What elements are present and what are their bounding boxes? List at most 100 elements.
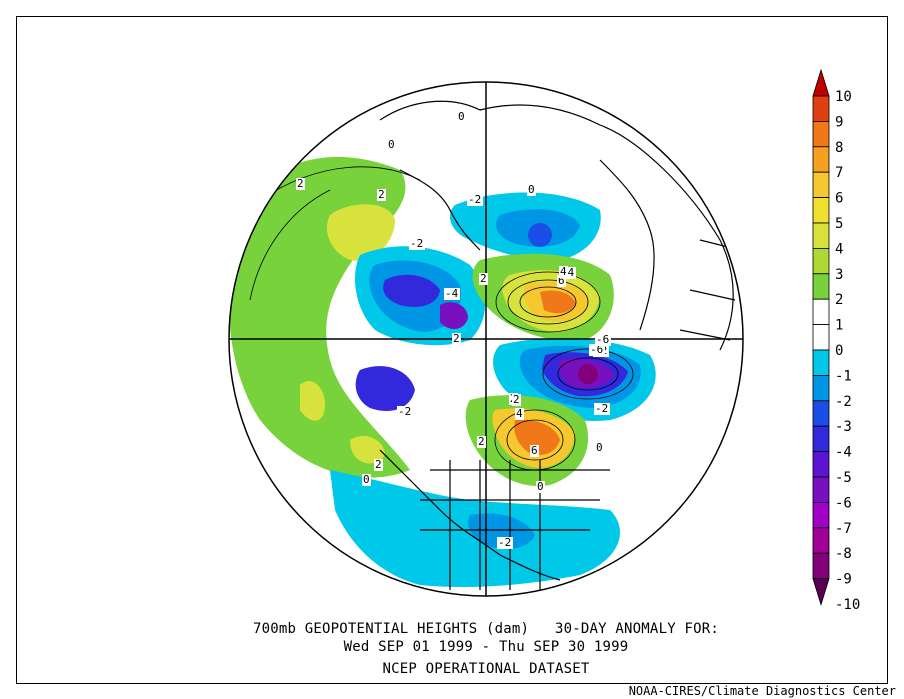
contour-label-bg xyxy=(296,178,305,190)
contour-label: 2 xyxy=(375,458,382,471)
colorbar-swatch xyxy=(812,476,830,503)
colorbar-tick-label: 1 xyxy=(835,318,843,334)
contour-label: -6 xyxy=(590,343,603,356)
plot-frame xyxy=(16,16,888,684)
colorbar-tick-label: 7 xyxy=(835,165,843,181)
colorbar-tick-label: -4 xyxy=(835,445,852,461)
colorbar-swatch xyxy=(812,374,830,402)
contour-label: -2 xyxy=(398,405,411,418)
contour-label-bg xyxy=(377,189,386,201)
colorbar-swatch xyxy=(812,425,830,453)
contour-label-bg xyxy=(477,436,486,448)
colorbar-swatch xyxy=(812,247,830,275)
contour-lines xyxy=(249,166,634,471)
title-line-1: 700mb GEOPOTENTIAL HEIGHTS (dam) 30-DAY … xyxy=(253,621,719,637)
colorbar-swatch xyxy=(812,451,830,478)
contour-label: 0 xyxy=(458,110,465,123)
colorbar-bottom-arrow xyxy=(812,578,830,606)
colorbar-tick-label: -3 xyxy=(835,419,852,435)
contour-label: -2 xyxy=(468,193,481,206)
colorbar-swatch xyxy=(812,95,830,122)
contour-label-bg xyxy=(559,266,568,278)
colorbar-tick-label: -9 xyxy=(835,572,852,588)
colorbar-tick-label: 2 xyxy=(835,292,843,308)
contour-label-bg xyxy=(589,344,605,356)
colorbar-tick-label: -10 xyxy=(835,597,860,613)
colorbar-tick-label: -2 xyxy=(835,394,852,410)
contour-label: 0 xyxy=(388,138,395,151)
contour-label: -2 xyxy=(595,402,608,415)
colorbar-swatch xyxy=(812,298,830,326)
contour-label: 0 xyxy=(537,480,544,493)
contour-label-bg xyxy=(512,394,521,406)
contour-label-bg xyxy=(595,334,611,346)
colorbar-swatch xyxy=(812,527,830,554)
colorbar-tick-label: 0 xyxy=(835,343,843,359)
contour-label-bg xyxy=(594,403,610,415)
contour-label: 2 xyxy=(297,177,304,190)
contour-label: -2 xyxy=(498,536,511,549)
colorbar-swatch xyxy=(812,324,830,351)
colorbar-swatch xyxy=(812,349,830,376)
contour-label: 2 xyxy=(478,435,485,448)
contour-label: -6 xyxy=(596,333,609,346)
colorbar-swatch xyxy=(812,222,830,249)
contour-label-bg xyxy=(595,442,604,454)
contour-label: 2 xyxy=(453,332,460,345)
contour-label: 4 xyxy=(560,265,567,278)
colorbar-tick-label: 9 xyxy=(835,114,843,130)
contour-label-bg xyxy=(557,275,566,287)
contour-label-bg xyxy=(397,406,413,418)
contour-label: 2 xyxy=(513,393,520,406)
anomaly-fill-layer xyxy=(229,156,656,587)
contour-label: -2 xyxy=(410,237,423,250)
contour-label-bg xyxy=(374,459,383,471)
contour-label-bg xyxy=(467,194,483,206)
colorbar-tick-label: -6 xyxy=(835,495,852,511)
colorbar-tick-label: -7 xyxy=(835,521,852,537)
contour-label-bg xyxy=(527,184,536,196)
colorbar-swatch xyxy=(812,171,830,198)
title-line-3: NCEP OPERATIONAL DATASET xyxy=(382,661,590,677)
contour-label: 0 xyxy=(596,441,603,454)
colorbar-tick-label: 5 xyxy=(835,216,843,232)
colorbar-swatch xyxy=(812,501,830,529)
colorbar-tick-label: 10 xyxy=(835,89,852,105)
contour-label: 2 xyxy=(378,188,385,201)
coastline-layer xyxy=(379,100,741,590)
colorbar-tick-label: -8 xyxy=(835,546,852,562)
colorbar-tick-label: -1 xyxy=(835,368,852,384)
contour-label-bg xyxy=(444,288,460,300)
contour-label-bg xyxy=(387,139,396,151)
contour-label-bg xyxy=(515,408,524,420)
colorbar-swatch xyxy=(812,197,830,224)
colorbar-tick-label: 6 xyxy=(835,191,843,207)
colorbar-top-arrow xyxy=(812,68,830,97)
colorbar-swatch xyxy=(812,400,830,427)
contour-label: 0 xyxy=(363,473,370,486)
colorbar-swatch xyxy=(812,146,830,173)
contour-label-bg xyxy=(536,481,545,493)
contour-label: 6 xyxy=(531,444,538,457)
colorbar-swatch xyxy=(812,121,830,148)
contour-label: 6 xyxy=(558,274,565,287)
colorbar-swatch xyxy=(812,273,830,300)
contour-label-bg xyxy=(457,111,466,123)
contour-label: -4 xyxy=(445,287,459,300)
contour-label: 2 xyxy=(480,272,487,285)
contour-label-bg xyxy=(452,333,461,345)
colorbar-tick-label: 3 xyxy=(835,267,843,283)
footer-credit: NOAA-CIRES/Climate Diagnostics Center xyxy=(628,684,896,698)
colorbar-swatch xyxy=(812,552,830,580)
colorbar-tick-label: -5 xyxy=(835,470,852,486)
colorbar-tick-label: 4 xyxy=(835,241,843,257)
contour-label-bg xyxy=(479,273,488,285)
contour-label: 0 xyxy=(528,183,535,196)
contour-label-bg xyxy=(497,537,513,549)
contour-label-bg xyxy=(362,474,371,486)
contour-label: 4 xyxy=(516,407,523,420)
colorbar-tick-label: 8 xyxy=(835,140,843,156)
